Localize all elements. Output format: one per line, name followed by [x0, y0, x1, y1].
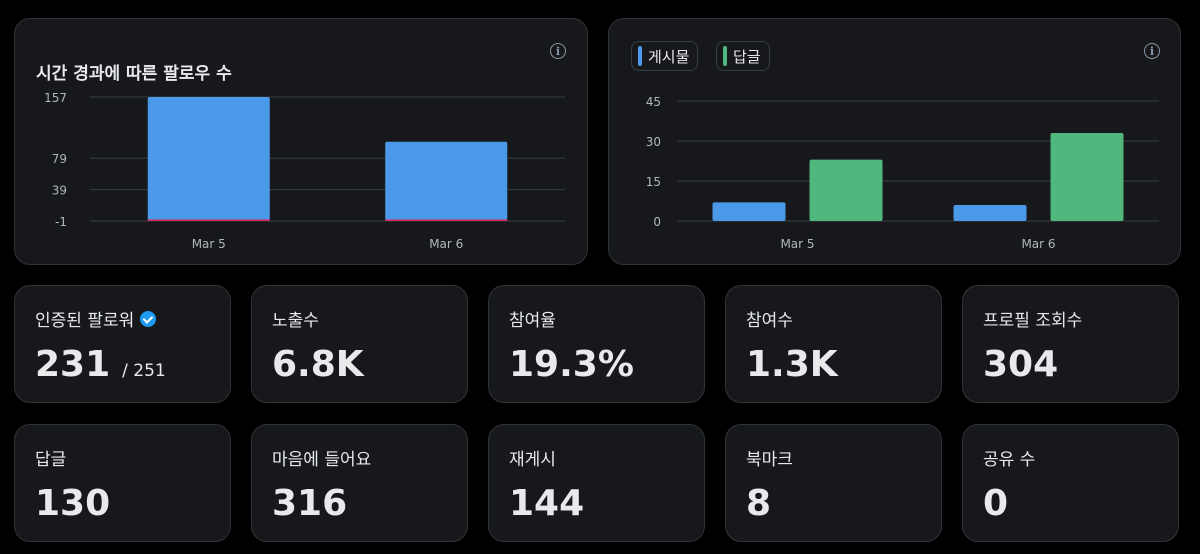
bar — [147, 97, 270, 221]
stat-card[interactable]: 북마크 8 — [725, 424, 942, 542]
legend-replies[interactable]: 답글 — [716, 41, 770, 71]
followers-chart-card: 시간 경과에 따른 팔로우 수 i 157 79 39 -1 Mar 5 Mar 6 — [14, 18, 588, 265]
stat-label: 공유 수 — [983, 445, 1035, 470]
info-icon[interactable]: i — [1144, 43, 1160, 59]
stat-value: 304 — [983, 344, 1058, 385]
stat-label-text: 공유 수 — [983, 450, 1036, 470]
stat-value-number: 316 — [272, 483, 348, 524]
stat-value-number: 231 — [35, 344, 111, 385]
x-tick-label: Mar 6 — [429, 237, 463, 251]
stat-card[interactable]: 답글 130 — [14, 424, 231, 542]
verified-badge-icon — [140, 310, 157, 327]
stat-label-text: 재게시 — [509, 450, 556, 470]
stat-label: 인증된 팔로워 — [35, 306, 157, 331]
y-tick-label: -1 — [55, 215, 67, 229]
y-tick-label: 30 — [646, 135, 661, 149]
stat-value-number: 144 — [509, 483, 585, 524]
bar — [712, 202, 786, 221]
stat-value: 316 — [272, 483, 347, 524]
stat-value: 6.8K — [272, 344, 364, 385]
stat-label-text: 노출수 — [272, 311, 319, 331]
followers-chart: 157 79 39 -1 Mar 5 Mar 6 — [44, 91, 565, 251]
stat-label: 참여율 — [509, 306, 556, 331]
stat-label-text: 참여율 — [509, 311, 556, 331]
stat-label-text: 인증된 팔로워 — [35, 311, 135, 331]
stat-card[interactable]: 재게시 144 — [488, 424, 705, 542]
stat-label-text: 프로필 조회수 — [983, 311, 1083, 331]
stat-label: 참여수 — [746, 306, 793, 331]
y-tick-label: 15 — [646, 175, 661, 189]
stat-value: 130 — [35, 483, 110, 524]
stat-value-number: 130 — [35, 483, 111, 524]
stat-value: 1.3K — [746, 344, 838, 385]
stat-value: 144 — [509, 483, 584, 524]
y-tick-label: 39 — [52, 184, 67, 198]
stat-value-total: / 251 — [122, 361, 166, 381]
bar — [1050, 133, 1124, 221]
y-tick-label: 157 — [44, 91, 67, 105]
stat-value-number: 8 — [746, 483, 772, 524]
x-tick-label: Mar 5 — [192, 237, 226, 251]
y-tick-label: 79 — [52, 152, 67, 166]
stat-value-number: 19.3% — [509, 344, 634, 385]
stat-label: 노출수 — [272, 306, 319, 331]
stat-card[interactable]: 노출수 6.8K — [251, 285, 468, 403]
stat-value-number: 1.3K — [746, 344, 838, 385]
stat-label-text: 마음에 들어요 — [272, 450, 372, 470]
stat-label: 마음에 들어요 — [272, 445, 371, 470]
stat-value: 8 — [746, 483, 771, 524]
x-tick-label: Mar 6 — [1021, 237, 1055, 251]
stat-value: 0 — [983, 483, 1008, 524]
stat-card[interactable]: 공유 수 0 — [962, 424, 1179, 542]
stat-label: 북마크 — [746, 445, 793, 470]
stat-label-text: 참여수 — [746, 311, 793, 331]
y-tick-label: 45 — [646, 95, 661, 109]
posts-replies-chart: 45 30 15 0 Mar 5 Mar 6 — [646, 95, 1159, 251]
posts-replies-chart-card: 게시물 답글 i 45 30 15 0 Mar 5 Mar 6 — [608, 18, 1181, 265]
stat-card[interactable]: 마음에 들어요 316 — [251, 424, 468, 542]
legend-replies-swatch — [723, 46, 727, 66]
legend-posts-label: 게시물 — [648, 47, 690, 66]
stat-label: 답글 — [35, 445, 66, 470]
stat-value: 19.3% — [509, 344, 634, 385]
y-tick-label: 0 — [653, 215, 661, 229]
info-icon[interactable]: i — [550, 43, 566, 59]
stat-label: 프로필 조회수 — [983, 306, 1082, 331]
stat-card[interactable]: 참여율 19.3% — [488, 285, 705, 403]
stat-label: 재게시 — [509, 445, 556, 470]
stat-value-number: 0 — [983, 483, 1009, 524]
stat-value-number: 304 — [983, 344, 1059, 385]
stat-value-number: 6.8K — [272, 344, 364, 385]
bar — [385, 141, 508, 221]
bar — [953, 205, 1027, 221]
stat-card[interactable]: 참여수 1.3K — [725, 285, 942, 403]
stat-card[interactable]: 인증된 팔로워 231 / 251 — [14, 285, 231, 403]
legend-posts[interactable]: 게시물 — [631, 41, 699, 71]
followers-chart-title: 시간 경과에 따른 팔로우 수 — [36, 64, 232, 84]
stat-label-text: 답글 — [35, 450, 67, 470]
stat-label-text: 북마크 — [746, 450, 793, 470]
legend-replies-label: 답글 — [733, 47, 761, 66]
x-tick-label: Mar 5 — [780, 237, 814, 251]
stat-value: 231 / 251 — [35, 344, 166, 385]
stat-card[interactable]: 프로필 조회수 304 — [962, 285, 1179, 403]
bar — [809, 159, 883, 221]
legend-posts-swatch — [638, 46, 642, 66]
